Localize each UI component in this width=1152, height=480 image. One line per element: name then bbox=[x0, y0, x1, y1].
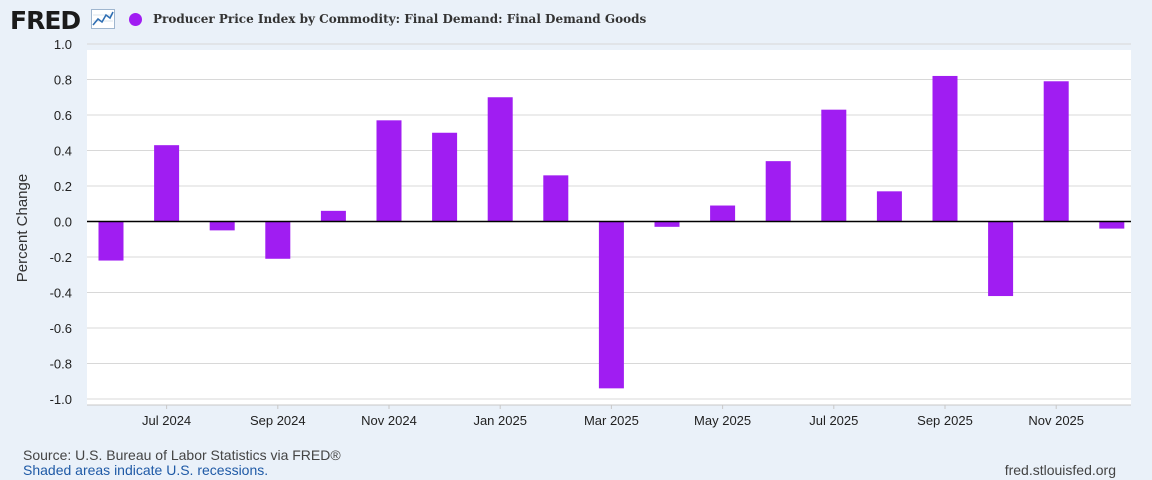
x-tick-label: Jul 2025 bbox=[809, 413, 858, 428]
legend-marker bbox=[129, 13, 142, 26]
y-tick-label: 0.8 bbox=[54, 73, 72, 88]
y-tick-label: 0.2 bbox=[54, 179, 72, 194]
bar-2025-12[interactable] bbox=[1099, 221, 1125, 229]
recession-note[interactable]: Shaded areas indicate U.S. recessions. bbox=[23, 462, 269, 478]
y-tick-label: -0.2 bbox=[50, 250, 72, 265]
y-axis-label: Percent Change bbox=[14, 174, 31, 282]
bar-2024-09[interactable] bbox=[265, 221, 291, 259]
y-tick-label: -0.4 bbox=[50, 286, 72, 301]
bar-2025-05[interactable] bbox=[710, 205, 736, 222]
y-tick-label: -0.6 bbox=[50, 321, 72, 336]
bar-2024-10[interactable] bbox=[320, 210, 346, 222]
y-tick-label: 0.0 bbox=[54, 215, 72, 230]
bar-2025-07[interactable] bbox=[821, 109, 847, 222]
x-tick-label: Sep 2025 bbox=[917, 413, 973, 428]
bar-2025-03[interactable] bbox=[598, 221, 624, 389]
y-tick-label: 1.0 bbox=[54, 37, 72, 52]
bar-2024-06[interactable] bbox=[98, 221, 124, 261]
series-title: Producer Price Index by Commodity: Final… bbox=[153, 12, 647, 26]
y-tick-label: 0.6 bbox=[54, 108, 72, 123]
bar-2024-12[interactable] bbox=[432, 132, 458, 222]
y-tick-label: -0.8 bbox=[50, 357, 72, 372]
bar-2025-11[interactable] bbox=[1043, 81, 1069, 222]
x-tick-label: Mar 2025 bbox=[584, 413, 639, 428]
bar-2024-08[interactable] bbox=[209, 221, 235, 231]
bar-2025-01[interactable] bbox=[487, 97, 513, 222]
bar-2025-06[interactable] bbox=[765, 161, 791, 222]
bar-2025-10[interactable] bbox=[988, 221, 1014, 297]
line-chart-icon bbox=[91, 9, 115, 29]
x-tick-label: Jan 2025 bbox=[473, 413, 527, 428]
x-tick-label: Nov 2024 bbox=[361, 413, 417, 428]
x-tick-label: May 2025 bbox=[694, 413, 751, 428]
bar-2025-09[interactable] bbox=[932, 75, 958, 222]
fred-logo[interactable]: FRED bbox=[10, 6, 81, 35]
bar-2025-02[interactable] bbox=[543, 175, 569, 222]
x-tick-label: Sep 2024 bbox=[250, 413, 306, 428]
x-tick-label: Nov 2025 bbox=[1028, 413, 1084, 428]
site-url[interactable]: fred.stlouisfed.org bbox=[1004, 462, 1116, 478]
chart-header: FRED Producer Price Index by Commodity: … bbox=[0, 0, 1152, 40]
y-tick-label: -1.0 bbox=[50, 392, 72, 407]
bar-2025-04[interactable] bbox=[654, 221, 680, 227]
x-tick-label: Jul 2024 bbox=[142, 413, 191, 428]
bar-2025-08[interactable] bbox=[876, 191, 902, 222]
source-note: Source: U.S. Bureau of Labor Statistics … bbox=[23, 447, 341, 463]
bar-2024-07[interactable] bbox=[154, 145, 180, 222]
bar-2024-11[interactable] bbox=[376, 120, 402, 222]
y-tick-label: 0.4 bbox=[54, 144, 72, 159]
